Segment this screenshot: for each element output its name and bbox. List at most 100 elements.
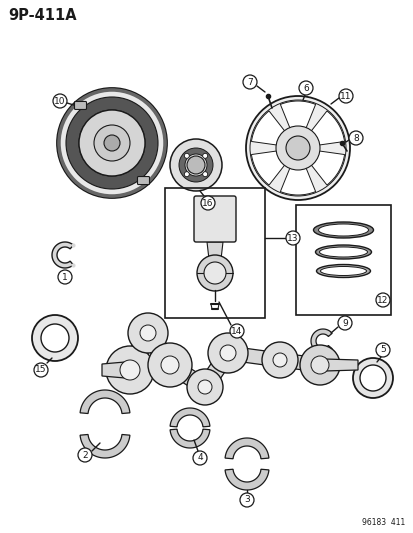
Circle shape bbox=[201, 196, 214, 210]
Text: 9: 9 bbox=[341, 319, 347, 327]
Polygon shape bbox=[121, 329, 156, 374]
Circle shape bbox=[242, 75, 256, 89]
Circle shape bbox=[204, 262, 225, 284]
Polygon shape bbox=[165, 358, 209, 394]
Wedge shape bbox=[297, 111, 344, 148]
Polygon shape bbox=[170, 408, 209, 427]
Text: 12: 12 bbox=[376, 295, 388, 304]
Circle shape bbox=[32, 315, 78, 361]
Circle shape bbox=[298, 81, 312, 95]
Circle shape bbox=[161, 356, 178, 374]
Circle shape bbox=[53, 94, 67, 108]
Polygon shape bbox=[140, 328, 177, 370]
Text: 8: 8 bbox=[352, 133, 358, 142]
Circle shape bbox=[240, 493, 254, 507]
Circle shape bbox=[359, 365, 385, 391]
Text: 10: 10 bbox=[54, 96, 66, 106]
Text: 15: 15 bbox=[35, 366, 47, 375]
Text: 13: 13 bbox=[287, 233, 298, 243]
Circle shape bbox=[197, 380, 211, 394]
Circle shape bbox=[106, 346, 154, 394]
Text: 2: 2 bbox=[82, 450, 88, 459]
Circle shape bbox=[310, 356, 328, 374]
Circle shape bbox=[245, 96, 349, 200]
Polygon shape bbox=[52, 242, 73, 268]
Bar bbox=[165, 188, 264, 318]
FancyBboxPatch shape bbox=[74, 101, 86, 109]
Wedge shape bbox=[251, 148, 297, 185]
Polygon shape bbox=[102, 362, 125, 378]
Circle shape bbox=[57, 88, 166, 198]
Circle shape bbox=[192, 451, 206, 465]
Circle shape bbox=[299, 345, 339, 385]
Circle shape bbox=[79, 110, 145, 176]
Wedge shape bbox=[251, 111, 297, 148]
Polygon shape bbox=[80, 390, 130, 414]
Circle shape bbox=[272, 353, 286, 367]
Wedge shape bbox=[280, 101, 315, 148]
Circle shape bbox=[348, 131, 362, 145]
Circle shape bbox=[78, 448, 92, 462]
Circle shape bbox=[41, 324, 69, 352]
Polygon shape bbox=[278, 353, 320, 372]
Circle shape bbox=[104, 135, 120, 151]
Ellipse shape bbox=[318, 224, 368, 236]
Polygon shape bbox=[206, 242, 223, 268]
Circle shape bbox=[140, 325, 156, 341]
Circle shape bbox=[337, 316, 351, 330]
Circle shape bbox=[187, 156, 204, 174]
Polygon shape bbox=[198, 349, 234, 391]
Polygon shape bbox=[324, 359, 357, 371]
Polygon shape bbox=[226, 346, 280, 367]
Circle shape bbox=[58, 270, 72, 284]
Text: 4: 4 bbox=[197, 454, 202, 463]
Polygon shape bbox=[80, 434, 130, 458]
Circle shape bbox=[352, 358, 392, 398]
Bar bbox=[295, 205, 390, 315]
Text: 5: 5 bbox=[379, 345, 385, 354]
Circle shape bbox=[219, 345, 235, 361]
Wedge shape bbox=[280, 148, 315, 195]
Circle shape bbox=[94, 125, 130, 161]
Text: 16: 16 bbox=[202, 198, 213, 207]
Circle shape bbox=[34, 363, 48, 377]
FancyBboxPatch shape bbox=[194, 196, 235, 242]
Ellipse shape bbox=[320, 266, 366, 276]
Circle shape bbox=[261, 342, 297, 378]
Text: 96183  411: 96183 411 bbox=[361, 518, 404, 527]
Text: 6: 6 bbox=[302, 84, 308, 93]
Circle shape bbox=[275, 126, 319, 170]
Polygon shape bbox=[225, 469, 268, 490]
Circle shape bbox=[285, 136, 309, 160]
FancyBboxPatch shape bbox=[137, 176, 149, 184]
Circle shape bbox=[184, 154, 189, 158]
Circle shape bbox=[170, 139, 221, 191]
Ellipse shape bbox=[315, 245, 370, 259]
Text: 7: 7 bbox=[247, 77, 252, 86]
Circle shape bbox=[202, 172, 207, 177]
Text: 1: 1 bbox=[62, 272, 68, 281]
Circle shape bbox=[120, 360, 140, 380]
Circle shape bbox=[375, 343, 389, 357]
Circle shape bbox=[338, 89, 352, 103]
Polygon shape bbox=[225, 438, 268, 459]
Text: 14: 14 bbox=[231, 327, 242, 335]
Circle shape bbox=[197, 255, 233, 291]
Circle shape bbox=[202, 154, 207, 158]
Text: 11: 11 bbox=[339, 92, 351, 101]
Circle shape bbox=[375, 293, 389, 307]
Circle shape bbox=[184, 172, 189, 177]
Circle shape bbox=[230, 324, 243, 338]
Circle shape bbox=[207, 333, 247, 373]
Circle shape bbox=[187, 369, 223, 405]
Polygon shape bbox=[170, 429, 209, 448]
Circle shape bbox=[285, 231, 299, 245]
Circle shape bbox=[249, 100, 345, 196]
Circle shape bbox=[147, 343, 192, 387]
Circle shape bbox=[128, 313, 168, 353]
Text: 3: 3 bbox=[244, 496, 249, 505]
Polygon shape bbox=[310, 329, 331, 353]
Ellipse shape bbox=[316, 264, 370, 278]
Ellipse shape bbox=[313, 222, 373, 238]
Wedge shape bbox=[297, 148, 344, 185]
